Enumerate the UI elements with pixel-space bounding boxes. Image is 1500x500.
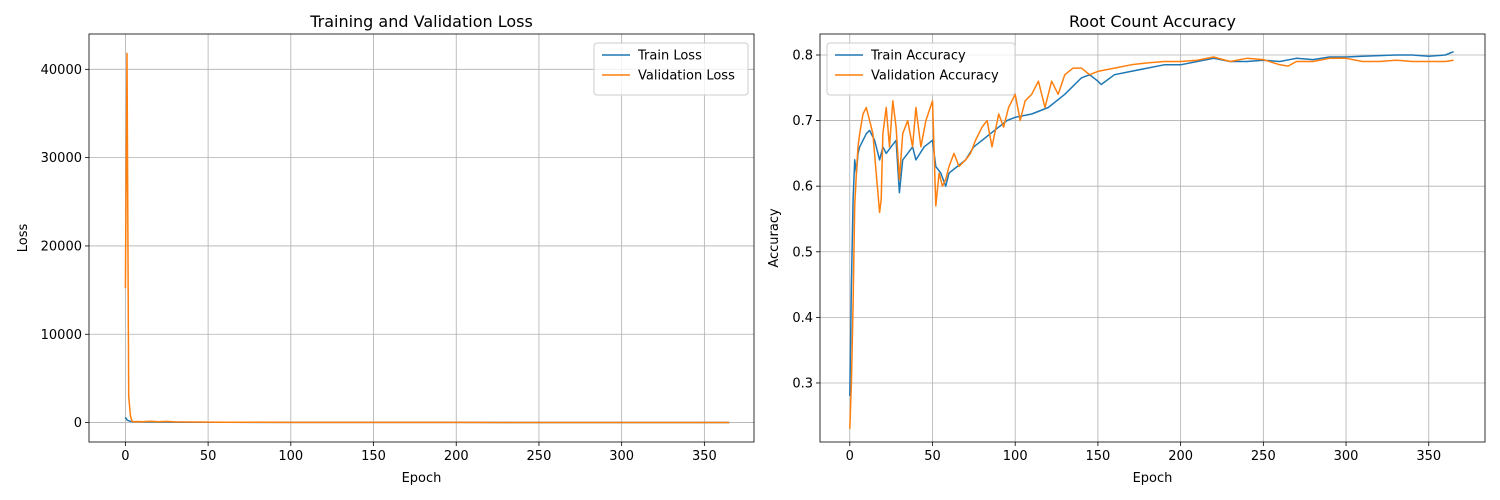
x-tick-label: 0	[121, 449, 129, 464]
x-tick-label: 100	[1003, 449, 1028, 464]
x-tick-label: 350	[692, 449, 717, 464]
x-axis-label: Epoch	[1133, 471, 1173, 486]
x-tick-label: 50	[200, 449, 217, 464]
legend-box	[826, 42, 1016, 96]
x-axis-label: Epoch	[402, 471, 442, 486]
legend: Train Accuracy Validation Accuracy	[826, 42, 1016, 96]
x-tick-label: 200	[1168, 449, 1193, 464]
legend-label-1: Validation Loss	[638, 69, 735, 84]
y-tick-label: 40000	[41, 63, 82, 78]
y-tick-label: 0.3	[792, 376, 813, 391]
series-line-1	[124, 52, 730, 424]
y-axis-label: Loss	[16, 224, 31, 253]
legend-label-0: Train Loss	[637, 49, 702, 64]
legend-label-1: Validation Accuracy	[871, 69, 999, 84]
y-tick-label: 30000	[41, 151, 82, 166]
y-tick-label: 0.5	[792, 245, 813, 260]
loss-chart: 0 50 100 150 200 250 300 350 0 10000 20000 30000 400…	[16, 12, 755, 486]
series-line-0	[849, 51, 1454, 397]
x-tick-label: 0	[846, 449, 854, 464]
axes-frame	[819, 33, 1486, 443]
x-tick-label: 150	[1085, 449, 1110, 464]
x-tick-label: 150	[361, 449, 386, 464]
y-tick-label: 0	[74, 416, 82, 431]
axes-frame	[88, 33, 755, 443]
y-tick-label: 0.7	[792, 114, 813, 129]
accuracy-chart: 0 50 100 150 200 250 300 350 0.3 0.4 0.5 0.6 0.7 0.8 R…	[767, 12, 1486, 486]
x-tick-label: 300	[609, 449, 634, 464]
legend: Train Loss Validation Loss	[593, 42, 749, 96]
x-tick-label: 100	[278, 449, 303, 464]
y-tick-label: 20000	[41, 239, 82, 254]
y-tick-label: 0.6	[792, 180, 813, 195]
chart-title: Training and Validation Loss	[309, 12, 533, 31]
series-line-1	[849, 56, 1454, 429]
chart-title: Root Count Accuracy	[1069, 12, 1236, 31]
x-tick-label: 250	[1251, 449, 1276, 464]
legend-box	[593, 42, 749, 96]
x-tick-label: 50	[924, 449, 941, 464]
x-tick-label: 200	[444, 449, 469, 464]
y-axis-label: Accuracy	[767, 208, 782, 268]
legend-label-0: Train Accuracy	[870, 49, 966, 64]
x-tick-label: 350	[1416, 449, 1441, 464]
y-tick-label: 10000	[41, 328, 82, 343]
x-tick-label: 250	[527, 449, 552, 464]
y-tick-label: 0.4	[792, 311, 813, 326]
y-tick-label: 0.8	[792, 48, 813, 63]
x-tick-label: 300	[1334, 449, 1359, 464]
